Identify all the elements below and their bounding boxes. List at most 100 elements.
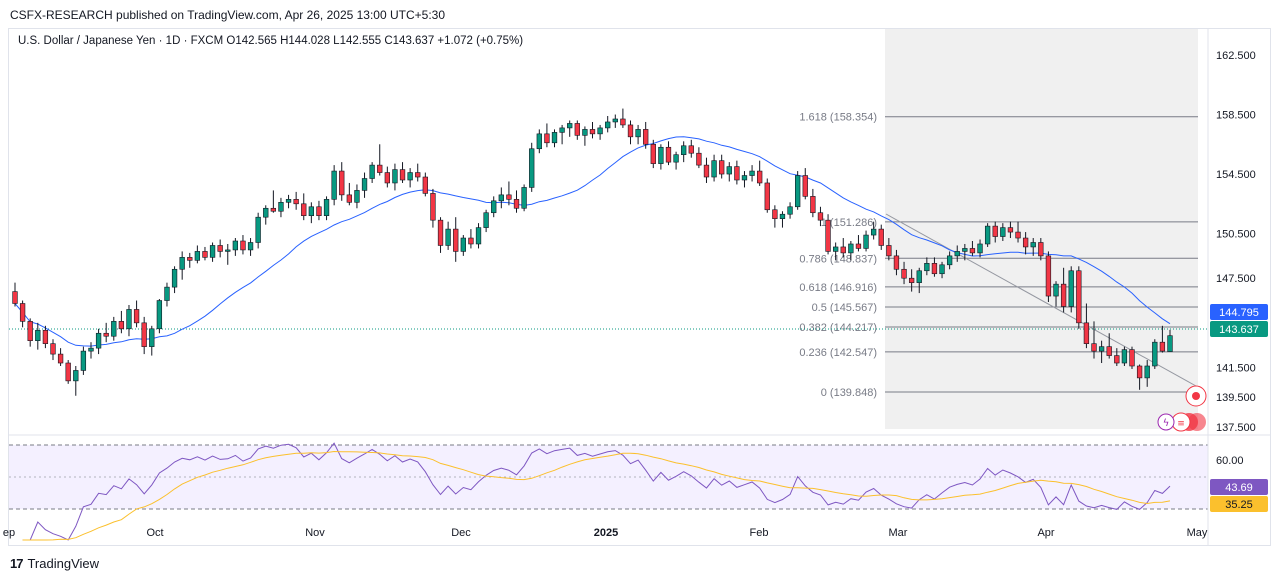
candle	[377, 144, 383, 176]
rsi-value-text: 43.69	[1225, 482, 1253, 494]
time-axis[interactable]: ep Oct Nov Dec 2025 Feb Mar Apr May	[3, 527, 1208, 539]
candle	[57, 348, 64, 366]
candle	[696, 147, 702, 169]
candle	[1060, 267, 1067, 313]
candle	[984, 223, 991, 247]
candle	[35, 322, 41, 350]
candle	[331, 165, 337, 206]
fibonacci-layer: 1.618 (158.354) 1 (151.286) 0.786 (148.837…	[799, 112, 1198, 399]
candle	[141, 316, 147, 355]
candle	[650, 139, 656, 169]
candle	[1022, 232, 1029, 255]
candle	[194, 245, 201, 264]
candle	[88, 342, 94, 359]
candle	[384, 166, 390, 188]
trend-line[interactable]	[885, 213, 1197, 387]
candle	[605, 116, 611, 133]
rsi-ma-value-badge	[1210, 496, 1268, 512]
last-price-badge	[1210, 321, 1268, 337]
candle	[658, 144, 664, 170]
time-tick-label: Oct	[146, 527, 163, 539]
price-tick-label: 150.500	[1216, 229, 1256, 241]
candle	[179, 251, 185, 280]
candle	[1159, 325, 1166, 353]
candle	[681, 141, 687, 163]
candle	[802, 168, 808, 200]
candle	[430, 188, 436, 228]
candle	[719, 154, 725, 179]
candle	[270, 190, 277, 213]
tradingview-brand[interactable]: 17 TradingView	[10, 556, 99, 571]
candle	[453, 217, 459, 262]
candle	[12, 282, 18, 307]
time-tick-label: Nov	[305, 527, 325, 539]
candle	[795, 171, 801, 210]
rsi-line	[22, 442, 1171, 541]
time-tick-label: Apr	[1037, 527, 1054, 539]
candle	[886, 238, 892, 261]
candle	[361, 172, 368, 198]
candle	[354, 184, 360, 209]
time-tick-label: ep	[3, 527, 15, 539]
last-price-text: 143.637	[1219, 324, 1259, 336]
price-tick-label: 137.500	[1216, 422, 1256, 434]
fib-level-label: 0.786 (148.837)	[799, 253, 877, 265]
symbol-title[interactable]: U.S. Dollar / Japanese Yen · 1D · FXCM	[18, 35, 224, 47]
candle	[848, 241, 854, 261]
candle	[42, 325, 49, 349]
candle	[1045, 251, 1052, 303]
rsi-band	[9, 445, 1208, 509]
candle	[734, 160, 740, 185]
price-tick-label: 139.500	[1216, 392, 1256, 404]
candle	[415, 163, 421, 182]
alert-icon[interactable]	[1185, 385, 1207, 407]
candle	[643, 121, 649, 149]
price-axis[interactable]: 162.500158.500154.500150.500147.500145.5…	[1216, 50, 1256, 434]
brand-name: TradingView	[27, 556, 100, 571]
candle	[491, 196, 497, 218]
candle	[893, 249, 900, 276]
ohlc-close: C143.637	[384, 35, 435, 47]
rsi-layer	[22, 442, 1171, 541]
svg-text:≡: ≡	[1177, 419, 1185, 429]
fib-level-label: 1.618 (158.354)	[799, 112, 877, 124]
ohlc-high: H144.028	[280, 35, 330, 47]
candle	[27, 318, 33, 347]
candle	[202, 246, 208, 261]
candle	[323, 196, 330, 221]
candle	[969, 241, 976, 256]
candle	[536, 129, 542, 154]
candle	[1068, 266, 1074, 313]
tradingview-logo-icon: 17	[10, 556, 24, 571]
candle	[757, 160, 763, 186]
candle	[931, 257, 938, 277]
candle	[80, 346, 87, 375]
candle	[749, 165, 755, 182]
candle	[308, 202, 315, 224]
candle	[126, 304, 132, 337]
candle	[95, 328, 102, 355]
candle	[285, 194, 292, 209]
candle	[133, 300, 140, 328]
candle	[445, 221, 451, 250]
candle	[407, 168, 413, 188]
candle	[620, 108, 626, 128]
candle	[422, 172, 428, 197]
candle	[301, 193, 307, 221]
lightning-icon[interactable]: ϟ	[1157, 413, 1175, 431]
events-icon[interactable]: ≡	[1171, 412, 1206, 432]
price-change: +1.072 (+0.75%)	[437, 35, 524, 47]
candle	[901, 261, 907, 285]
candle	[711, 154, 717, 182]
moving-average-layer	[14, 136, 1171, 347]
candle	[855, 235, 862, 252]
candle	[1106, 333, 1112, 359]
candle	[225, 243, 231, 265]
candle	[171, 266, 178, 294]
candle	[475, 223, 482, 249]
candle	[916, 267, 922, 294]
candle	[1076, 266, 1082, 329]
candle	[73, 365, 79, 396]
time-tick-label: Feb	[750, 527, 769, 539]
